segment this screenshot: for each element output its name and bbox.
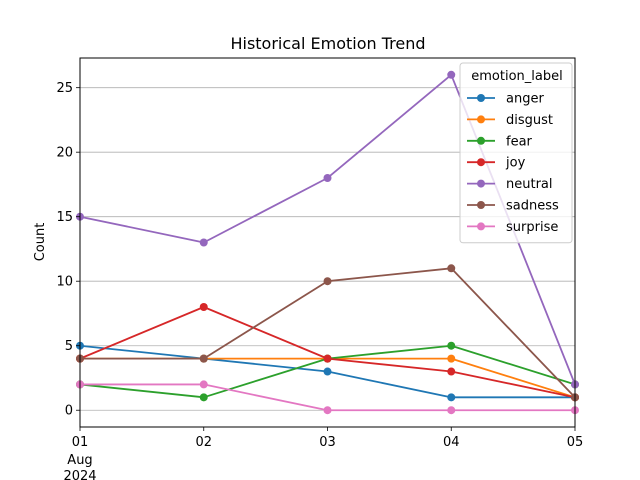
series-surprise xyxy=(76,380,579,415)
legend-item-joy: joy xyxy=(467,156,526,171)
data-point-sadness xyxy=(199,354,208,363)
data-point-sadness xyxy=(323,277,332,286)
data-point-neutral xyxy=(199,238,208,247)
x-tick-label: 03 xyxy=(319,435,336,450)
data-point-surprise xyxy=(323,406,332,415)
legend-title: emotion_label xyxy=(471,69,562,84)
data-point-surprise xyxy=(447,406,456,415)
legend-label: fear xyxy=(506,134,533,149)
legend-label: anger xyxy=(506,92,544,107)
data-point-sadness xyxy=(447,264,456,273)
data-point-surprise xyxy=(199,380,208,389)
legend-item-neutral: neutral xyxy=(467,177,553,192)
legend-label: surprise xyxy=(506,220,558,235)
x-tick-label: 05 xyxy=(567,435,584,450)
data-point-joy xyxy=(447,367,456,376)
legend-item-disgust: disgust xyxy=(467,113,553,128)
legend-swatch-marker xyxy=(477,94,485,102)
data-point-anger xyxy=(323,367,332,376)
y-tick-label: 20 xyxy=(56,146,73,161)
data-point-anger xyxy=(447,393,456,402)
chart-title: Historical Emotion Trend xyxy=(230,34,425,53)
legend-swatch-marker xyxy=(477,158,485,167)
legend-label: sadness xyxy=(506,199,559,214)
data-point-joy xyxy=(199,303,208,312)
series-layer xyxy=(76,70,579,415)
legend-label: joy xyxy=(505,156,526,171)
legend-swatch-marker xyxy=(477,115,485,124)
y-tick-label: 10 xyxy=(56,275,73,290)
x-tick-sublabel: 2024 xyxy=(63,469,96,480)
x-tick-label: 02 xyxy=(195,435,212,450)
legend-item-fear: fear xyxy=(467,134,533,149)
legend-label: neutral xyxy=(506,177,553,192)
legend-swatch-marker xyxy=(477,201,485,209)
y-tick-label: 0 xyxy=(65,404,73,419)
y-tick-label: 5 xyxy=(65,339,73,354)
data-point-fear xyxy=(199,393,208,402)
data-point-neutral xyxy=(323,173,332,182)
x-tick-label: 01 xyxy=(72,435,89,450)
legend-item-anger: anger xyxy=(467,92,544,107)
data-point-fear xyxy=(447,341,456,350)
y-tick-label: 15 xyxy=(56,210,73,225)
data-point-joy xyxy=(323,354,332,363)
data-point-disgust xyxy=(447,354,456,363)
legend-swatch-marker xyxy=(477,222,485,231)
data-point-neutral xyxy=(447,70,456,79)
legend-item-sadness: sadness xyxy=(467,199,559,214)
x-tick-label: 04 xyxy=(443,435,460,450)
legend-swatch-marker xyxy=(477,136,485,145)
legend-item-surprise: surprise xyxy=(467,220,558,235)
y-tick-label: 25 xyxy=(56,81,73,96)
legend-label: disgust xyxy=(506,113,553,128)
x-tick-sublabel: Aug xyxy=(67,453,92,468)
legend-swatch-marker xyxy=(477,179,485,188)
legend-box xyxy=(459,62,573,244)
y-axis-label: Count xyxy=(33,223,48,262)
series-sadness xyxy=(76,264,579,402)
